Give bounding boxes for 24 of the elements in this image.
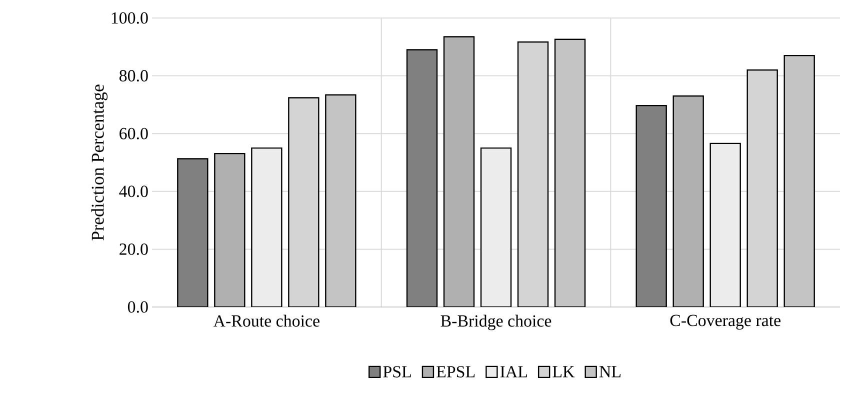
x-tick-label: B-Bridge choice [440,314,552,330]
legend-label: LK [552,366,575,378]
bar [443,36,475,307]
y-tick-label: 100.0 [112,12,148,24]
bar [480,147,512,307]
y-axis-title: Prediction Percentage [91,84,108,240]
bar [214,152,246,307]
bar [251,147,282,307]
y-tick-label: 20.0 [120,243,148,255]
bar [672,95,704,307]
legend-label: NL [599,366,620,378]
bar [406,49,438,307]
bar [636,104,667,307]
y-tick-label: 0.0 [128,301,148,313]
legend-label: EPSL [436,366,475,378]
x-tick-label: A-Route choice [213,314,320,327]
y-tick-label: 60.0 [120,128,148,140]
legend-label: PSL [383,366,411,378]
y-tick-label: 40.0 [119,186,148,198]
bar [710,142,741,307]
x-tick-label: C-Coverage rate [670,314,780,330]
legend-label: IAL [500,366,527,378]
y-tick-label: 80.0 [119,70,148,82]
bar [177,158,208,307]
